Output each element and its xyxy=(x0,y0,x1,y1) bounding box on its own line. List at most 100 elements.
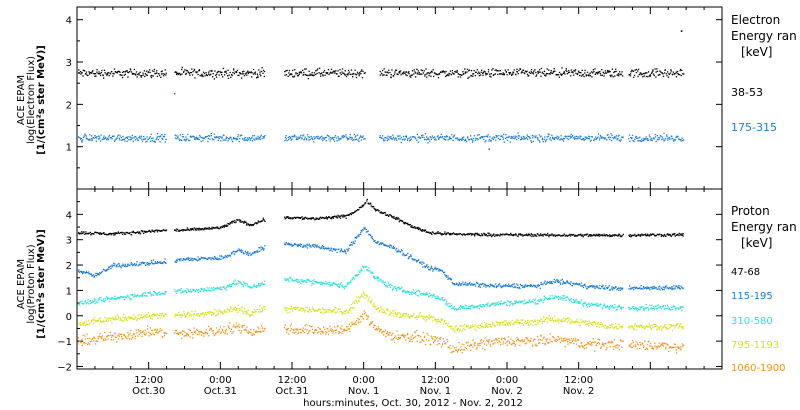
data-point xyxy=(418,228,420,231)
data-point xyxy=(264,135,266,137)
data-point xyxy=(113,262,115,264)
data-point xyxy=(410,316,412,318)
data-point xyxy=(130,294,132,296)
data-point xyxy=(284,307,287,309)
data-point xyxy=(143,292,145,294)
data-point xyxy=(390,314,392,316)
data-point xyxy=(540,283,542,286)
data-point xyxy=(148,264,150,266)
data-point xyxy=(90,72,93,74)
y-axis-label-line: [1/(cm²s ster MeV)] xyxy=(36,229,47,338)
data-point xyxy=(555,74,558,76)
data-point xyxy=(565,296,567,298)
data-point xyxy=(347,249,349,251)
data-point xyxy=(585,304,587,307)
data-point xyxy=(131,231,134,233)
data-point xyxy=(613,137,615,140)
data-point xyxy=(338,139,340,141)
data-point xyxy=(307,244,309,246)
data-point xyxy=(245,223,248,225)
data-point xyxy=(350,138,352,140)
data-point xyxy=(505,134,507,136)
data-point xyxy=(216,287,219,289)
data-point xyxy=(315,309,317,311)
data-point xyxy=(180,316,182,319)
data-point xyxy=(98,73,100,75)
data-point xyxy=(327,248,329,250)
data-point xyxy=(316,218,318,220)
data-point xyxy=(352,242,354,244)
data-point xyxy=(359,296,362,298)
data-point xyxy=(111,233,113,235)
data-point xyxy=(303,244,305,246)
data-point xyxy=(261,311,263,313)
data-point xyxy=(302,74,304,76)
data-point xyxy=(104,233,106,235)
data-point xyxy=(358,137,360,139)
data-point xyxy=(103,77,105,79)
data-point xyxy=(257,250,259,253)
data-point xyxy=(388,245,390,247)
data-point xyxy=(152,75,154,77)
data-point xyxy=(599,72,601,75)
data-point xyxy=(187,133,189,135)
data-point xyxy=(324,137,326,139)
data-point xyxy=(611,286,613,288)
data-point xyxy=(654,235,656,237)
data-point xyxy=(105,136,107,139)
data-point xyxy=(654,287,656,289)
data-point xyxy=(617,135,620,137)
data-point xyxy=(100,272,103,274)
data-point xyxy=(398,249,400,251)
data-point xyxy=(109,298,112,300)
data-point xyxy=(591,285,593,287)
data-point xyxy=(538,140,540,142)
data-point xyxy=(384,281,386,283)
data-point xyxy=(419,291,421,293)
data-point xyxy=(489,305,491,308)
data-point xyxy=(405,71,407,73)
data-point xyxy=(516,71,519,73)
data-point xyxy=(675,76,678,78)
data-point xyxy=(458,306,461,309)
data-point xyxy=(509,72,512,74)
data-point xyxy=(290,243,292,245)
data-point xyxy=(558,298,560,301)
data-point xyxy=(313,310,316,312)
data-point xyxy=(116,297,118,299)
data-point xyxy=(402,313,404,315)
data-point xyxy=(113,234,115,236)
data-point xyxy=(252,252,254,254)
data-point xyxy=(284,243,287,246)
data-point xyxy=(503,302,505,304)
data-point xyxy=(212,313,214,316)
data-point xyxy=(157,292,159,294)
data-point xyxy=(231,73,233,76)
data-point xyxy=(78,271,81,273)
data-point xyxy=(682,287,684,289)
data-point xyxy=(296,244,299,246)
data-point xyxy=(184,315,186,317)
data-point xyxy=(299,243,302,245)
data-point xyxy=(317,246,319,248)
data-point xyxy=(554,235,556,237)
data-point xyxy=(221,71,223,73)
data-point xyxy=(675,285,677,287)
data-point xyxy=(189,288,192,291)
data-point xyxy=(525,137,527,140)
data-point xyxy=(521,71,523,73)
data-point xyxy=(78,232,80,234)
data-point xyxy=(292,76,294,78)
data-point xyxy=(446,74,448,76)
data-point xyxy=(284,139,286,142)
data-point xyxy=(601,137,603,139)
data-point xyxy=(189,229,191,231)
data-point xyxy=(338,286,341,289)
data-point xyxy=(79,71,82,73)
data-point xyxy=(536,137,538,139)
data-point xyxy=(293,307,295,309)
data-point xyxy=(252,135,254,137)
data-point xyxy=(185,73,187,75)
data-point xyxy=(227,225,229,227)
data-point xyxy=(438,320,441,322)
